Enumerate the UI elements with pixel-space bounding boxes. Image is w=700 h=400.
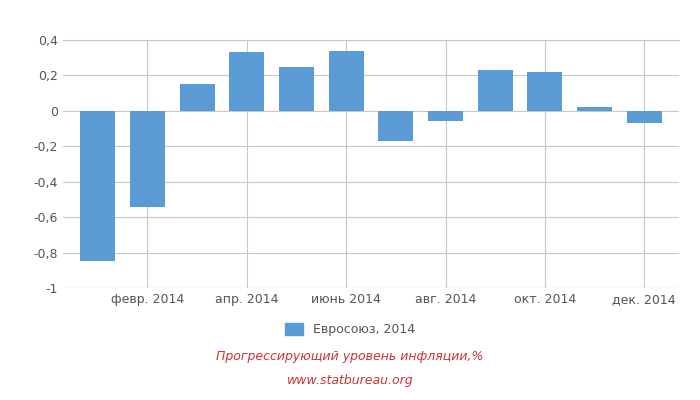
Bar bbox=[230, 52, 264, 111]
Bar bbox=[528, 72, 562, 111]
Bar bbox=[80, 111, 116, 262]
Bar bbox=[478, 70, 512, 111]
Bar bbox=[428, 111, 463, 122]
Bar bbox=[626, 111, 662, 123]
Bar bbox=[130, 111, 164, 206]
Legend: Евросоюз, 2014: Евросоюз, 2014 bbox=[279, 318, 421, 341]
Text: Прогрессирующий уровень инфляции,%: Прогрессирующий уровень инфляции,% bbox=[216, 350, 484, 363]
Bar bbox=[329, 51, 363, 111]
Bar bbox=[180, 84, 214, 111]
Bar bbox=[279, 66, 314, 111]
Bar bbox=[379, 111, 413, 141]
Bar bbox=[578, 107, 612, 111]
Text: www.statbureau.org: www.statbureau.org bbox=[287, 374, 413, 387]
